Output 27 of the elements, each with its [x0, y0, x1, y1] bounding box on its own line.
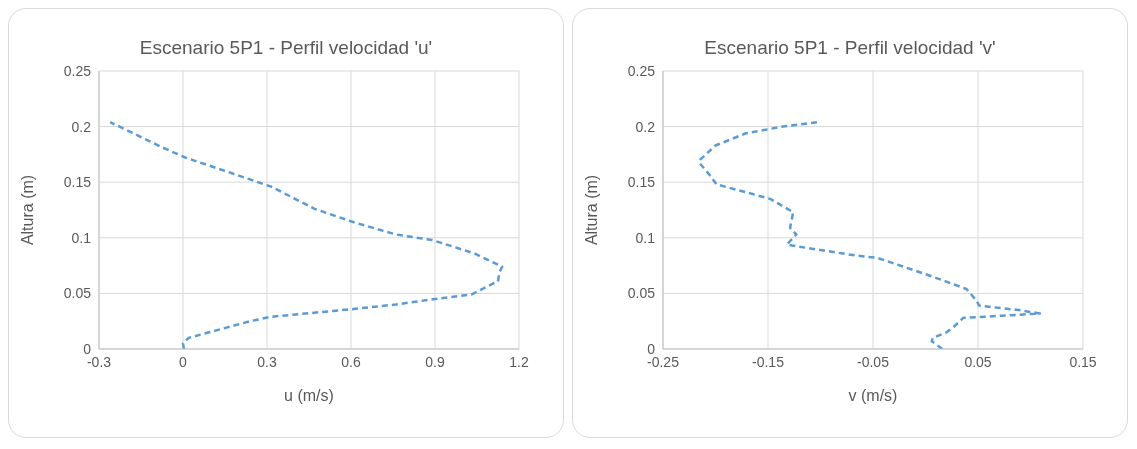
y-tick-label: 0.15	[63, 174, 92, 191]
x-axis-title: u (m/s)	[284, 387, 334, 404]
chart-title: Escenario 5P1 - Perfil velocidad 'u'	[138, 37, 434, 59]
y-tick-label: 0.15	[627, 174, 656, 191]
chart-title: Escenario 5P1 - Perfil velocidad 'v'	[703, 37, 997, 59]
x-tick-label: 0.9	[425, 353, 445, 370]
x-tick-label: 0	[179, 353, 188, 370]
y-axis-title: Altura (m)	[582, 174, 600, 246]
y-axis-title: Altura (m)	[18, 174, 36, 246]
x-tick-label: 0.05	[964, 353, 992, 370]
x-tick-label: -0.15	[752, 353, 785, 370]
x-tick-label: 1.2	[509, 353, 529, 370]
y-tick-label: 0.2	[635, 118, 656, 135]
x-tick-label: 0.6	[341, 353, 361, 370]
x-tick-label: 0.3	[257, 353, 277, 370]
y-tick-label: 0.25	[627, 62, 656, 79]
line-series	[698, 120, 1042, 349]
y-tick-label: 0.05	[63, 285, 92, 302]
y-tick-label: 0.25	[63, 62, 92, 79]
line-series	[108, 120, 504, 349]
x-axis-title: v (m/s)	[848, 387, 898, 404]
x-tick-label: 0.15	[1069, 353, 1097, 370]
y-tick-label: 0.1	[635, 229, 656, 246]
y-tick-label: 0.2	[71, 118, 92, 135]
y-tick-label: 0.1	[71, 229, 92, 246]
y-tick-label: 0.05	[627, 285, 656, 302]
x-tick-label: -0.05	[857, 353, 890, 370]
